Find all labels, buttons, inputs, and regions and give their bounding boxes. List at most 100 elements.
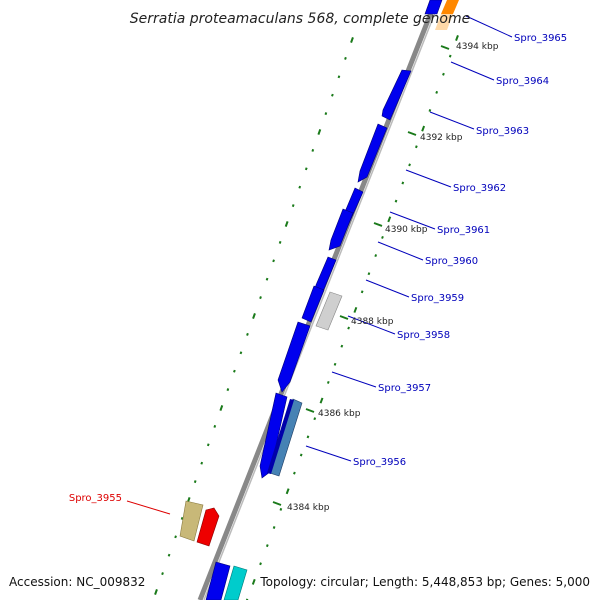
label-leader-line — [126, 500, 171, 515]
gene-label-spro-3955[interactable]: Spro_3955 — [69, 493, 122, 504]
outer-guide-dot — [428, 109, 432, 112]
inner-guide-dot — [311, 148, 315, 152]
tick-label-4394: 4394 kbp — [456, 42, 499, 52]
gene-label-spro-3957[interactable]: Spro_3957 — [378, 383, 431, 394]
gene-feature-3958[interactable] — [301, 285, 325, 323]
gene-feature-bottom-blue[interactable] — [205, 561, 231, 600]
inner-guide-dot — [213, 424, 217, 428]
label-leader-line — [429, 111, 475, 130]
inner-guide-dot — [239, 351, 243, 355]
inner-guide-dot — [337, 75, 341, 79]
inner-guide-dot — [233, 369, 236, 373]
label-leader-line — [347, 315, 396, 335]
scale-tick — [339, 315, 349, 320]
gene-label-spro-3964[interactable]: Spro_3964 — [496, 76, 549, 87]
genome-backbone-shadow — [203, 0, 441, 600]
genome-summary-text: Topology: circular; Length: 5,448,853 bp… — [259, 575, 590, 589]
inner-guide-dot — [226, 388, 230, 392]
outer-guide-dot — [381, 235, 384, 239]
inner-guide-dot — [161, 572, 164, 576]
outer-guide-dot — [245, 598, 249, 600]
inner-guide-dot — [284, 221, 289, 227]
outer-guide-dot — [306, 435, 310, 439]
inner-guide-dot — [324, 112, 328, 116]
scale-tick — [272, 501, 282, 506]
outer-guide-dot — [313, 417, 317, 421]
gene-label-spro-3963[interactable]: Spro_3963 — [476, 126, 529, 137]
outer-guide-dot — [340, 344, 344, 348]
inner-guide-dot — [180, 516, 184, 520]
gene-feature-3956-inner — [267, 399, 294, 474]
inner-guide-dot — [304, 167, 308, 171]
gene-feature-3965[interactable] — [424, 0, 443, 15]
inner-guide-dot — [219, 405, 224, 411]
outer-guide-dot — [435, 90, 439, 94]
scale-tick — [407, 131, 417, 136]
outer-guide-dot — [333, 362, 337, 366]
tick-label-4392: 4392 kbp — [420, 133, 463, 143]
outer-guide-dot — [414, 145, 418, 149]
outer-guide-dot — [455, 35, 459, 41]
gene-feature-3963[interactable] — [357, 123, 388, 183]
label-leader-line — [405, 169, 452, 188]
inner-guide-dot — [298, 185, 302, 189]
tick-label-4390: 4390 kbp — [385, 225, 428, 235]
gene-feature-3955-olive[interactable] — [179, 500, 204, 542]
inner-guide-dot — [331, 93, 334, 97]
inner-guide-dot — [174, 535, 177, 539]
outer-guide-dot — [360, 290, 364, 294]
inner-guide-dot — [154, 589, 158, 595]
label-leader-line — [331, 371, 377, 388]
gene-feature-3957[interactable] — [277, 321, 311, 393]
outer-guide-dot — [374, 254, 378, 258]
label-leader-line — [465, 15, 513, 38]
gene-feature-bottom-cyan[interactable] — [223, 565, 248, 600]
gene-feature-3956a[interactable] — [259, 392, 288, 479]
gene-feature-3959[interactable] — [315, 291, 343, 331]
label-leader-line — [305, 445, 352, 462]
outer-guide-dot — [421, 125, 426, 132]
outer-guide-dot — [285, 488, 290, 495]
gene-label-spro-3961[interactable]: Spro_3961 — [437, 225, 490, 236]
outer-guide-dot — [319, 397, 324, 404]
gene-label-spro-3965[interactable]: Spro_3965 — [514, 33, 567, 44]
scale-tick — [305, 408, 315, 413]
inner-guide-dot — [246, 332, 249, 336]
gene-label-spro-3956[interactable]: Spro_3956 — [353, 457, 406, 468]
inner-guide-dot — [193, 480, 197, 484]
gene-label-spro-3960[interactable]: Spro_3960 — [425, 256, 478, 267]
outer-guide-dot — [448, 54, 452, 58]
inner-guide-dot — [291, 204, 295, 208]
gene-label-spro-3962[interactable]: Spro_3962 — [453, 183, 506, 194]
label-leader-line — [377, 241, 424, 261]
inner-guide-dot — [317, 129, 322, 135]
outer-guide-dot — [387, 216, 392, 223]
gene-feature-3961[interactable] — [328, 208, 354, 251]
outer-guide-dot — [367, 272, 371, 276]
gene-feature-orange-pale — [435, 14, 453, 30]
tick-label-4384: 4384 kbp — [287, 503, 330, 513]
inner-guide-dot — [167, 553, 171, 557]
gene-feature-3955[interactable] — [196, 507, 220, 547]
accession-text: Accession: NC_009832 — [9, 575, 145, 589]
outer-guide-dot — [326, 380, 330, 384]
outer-guide-dot — [408, 163, 411, 167]
gene-feature-orange[interactable] — [441, 0, 459, 14]
outer-guide-dot — [442, 72, 445, 76]
gene-label-spro-3959[interactable]: Spro_3959 — [411, 293, 464, 304]
outer-guide-dot — [401, 181, 405, 185]
inner-guide-dot — [200, 461, 204, 465]
outer-guide-dot — [279, 507, 283, 511]
tick-label-4388: 4388 kbp — [351, 317, 394, 327]
inner-guide-dot — [265, 277, 269, 281]
inner-guide-dot — [252, 313, 256, 319]
inner-guide-dot — [206, 443, 210, 447]
gene-label-spro-3958[interactable]: Spro_3958 — [397, 330, 450, 341]
scale-tick — [440, 45, 450, 50]
outer-guide-dot — [293, 471, 296, 475]
inner-guide-dot — [278, 240, 282, 244]
inner-guide-dot — [350, 37, 354, 43]
outer-guide-dot — [272, 526, 276, 529]
gene-feature-3964[interactable] — [381, 69, 412, 121]
